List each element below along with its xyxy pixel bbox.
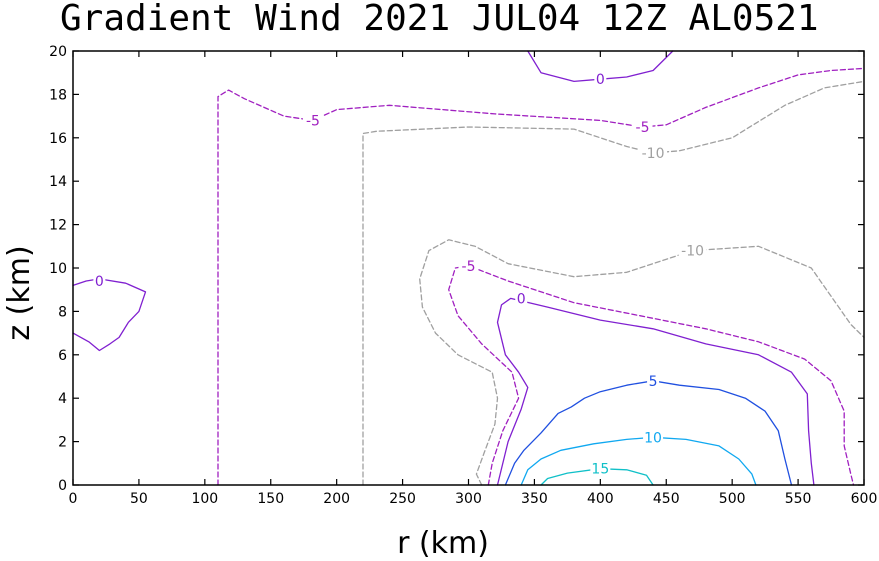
x-tick-label: 300 <box>455 491 482 507</box>
y-tick-label: 0 <box>58 478 67 494</box>
contour-label-neg10-0: -10 <box>642 146 665 162</box>
y-tick-label: 12 <box>49 218 67 234</box>
y-tick-label: 10 <box>49 261 67 277</box>
contour-line-neg5-0 <box>217 67 865 486</box>
y-tick-label: 6 <box>58 348 67 364</box>
x-tick-label: 100 <box>191 491 218 507</box>
contour-label-neg5-2: -5 <box>462 259 476 275</box>
x-tick-label: 150 <box>257 491 284 507</box>
y-tick-label: 4 <box>58 391 67 407</box>
x-tick-label: 500 <box>719 491 746 507</box>
contour-line-neg10-1 <box>419 239 865 486</box>
y-tick-label: 8 <box>58 304 67 320</box>
chart-title: Gradient Wind 2021 JUL04 12Z AL0521 <box>60 0 819 39</box>
y-tick-label: 2 <box>58 435 67 451</box>
contour-label-bg <box>639 144 668 161</box>
contour-line-neg5-1 <box>448 265 855 486</box>
contour-label-neg5-0: -5 <box>306 113 320 129</box>
contour-label-0-2: 0 <box>517 291 526 307</box>
contour-label-5-0: 5 <box>649 374 658 390</box>
contour-label-bg <box>93 273 106 290</box>
x-tick-label: 550 <box>785 491 812 507</box>
contour-label-bg <box>632 118 653 135</box>
contour-label-0-1: 0 <box>95 274 104 290</box>
x-tick-label: 600 <box>851 491 878 507</box>
x-tick-label: 200 <box>323 491 350 507</box>
contour-label-bg <box>643 429 664 446</box>
x-tick-label: 400 <box>587 491 614 507</box>
contour-label-bg <box>647 372 660 389</box>
x-axis-label: r (km) <box>397 526 489 561</box>
x-tick-label: 50 <box>130 491 148 507</box>
contour-line-5-0 <box>504 380 793 486</box>
contour-label-bg <box>302 112 323 129</box>
contour-label-bg <box>515 290 528 307</box>
contour-label-bg <box>594 71 607 88</box>
contour-label-bg <box>590 460 611 477</box>
y-tick-label: 14 <box>49 174 67 190</box>
contour-label-10-0: 10 <box>644 430 662 446</box>
y-tick-label: 18 <box>49 87 67 103</box>
contour-label-neg10-1: -10 <box>681 244 704 260</box>
y-tick-label: 16 <box>49 131 67 147</box>
contour-labels: -10 -10 -5 -5 -5 0 0 0 5 10 15 <box>93 71 707 478</box>
x-tick-label: 250 <box>389 491 416 507</box>
x-tick-label: 350 <box>521 491 548 507</box>
y-tick-label: 20 <box>49 44 67 60</box>
contour-line-0-2 <box>496 297 815 486</box>
contour-label-15-0: 15 <box>591 462 609 478</box>
contour-line-10-0 <box>520 436 757 486</box>
contour-label-bg <box>458 257 479 274</box>
contour-label-bg <box>678 242 707 259</box>
contour-label-neg5-1: -5 <box>636 120 650 136</box>
y-axis-label: z (km) <box>2 245 37 340</box>
x-tick-label: 0 <box>69 491 78 507</box>
x-tick-label: 450 <box>653 491 680 507</box>
contour-label-0-0: 0 <box>596 72 605 88</box>
axes: 0 50 100 150 200 250 300 350 400 450 500 550 6000246… <box>49 44 877 507</box>
